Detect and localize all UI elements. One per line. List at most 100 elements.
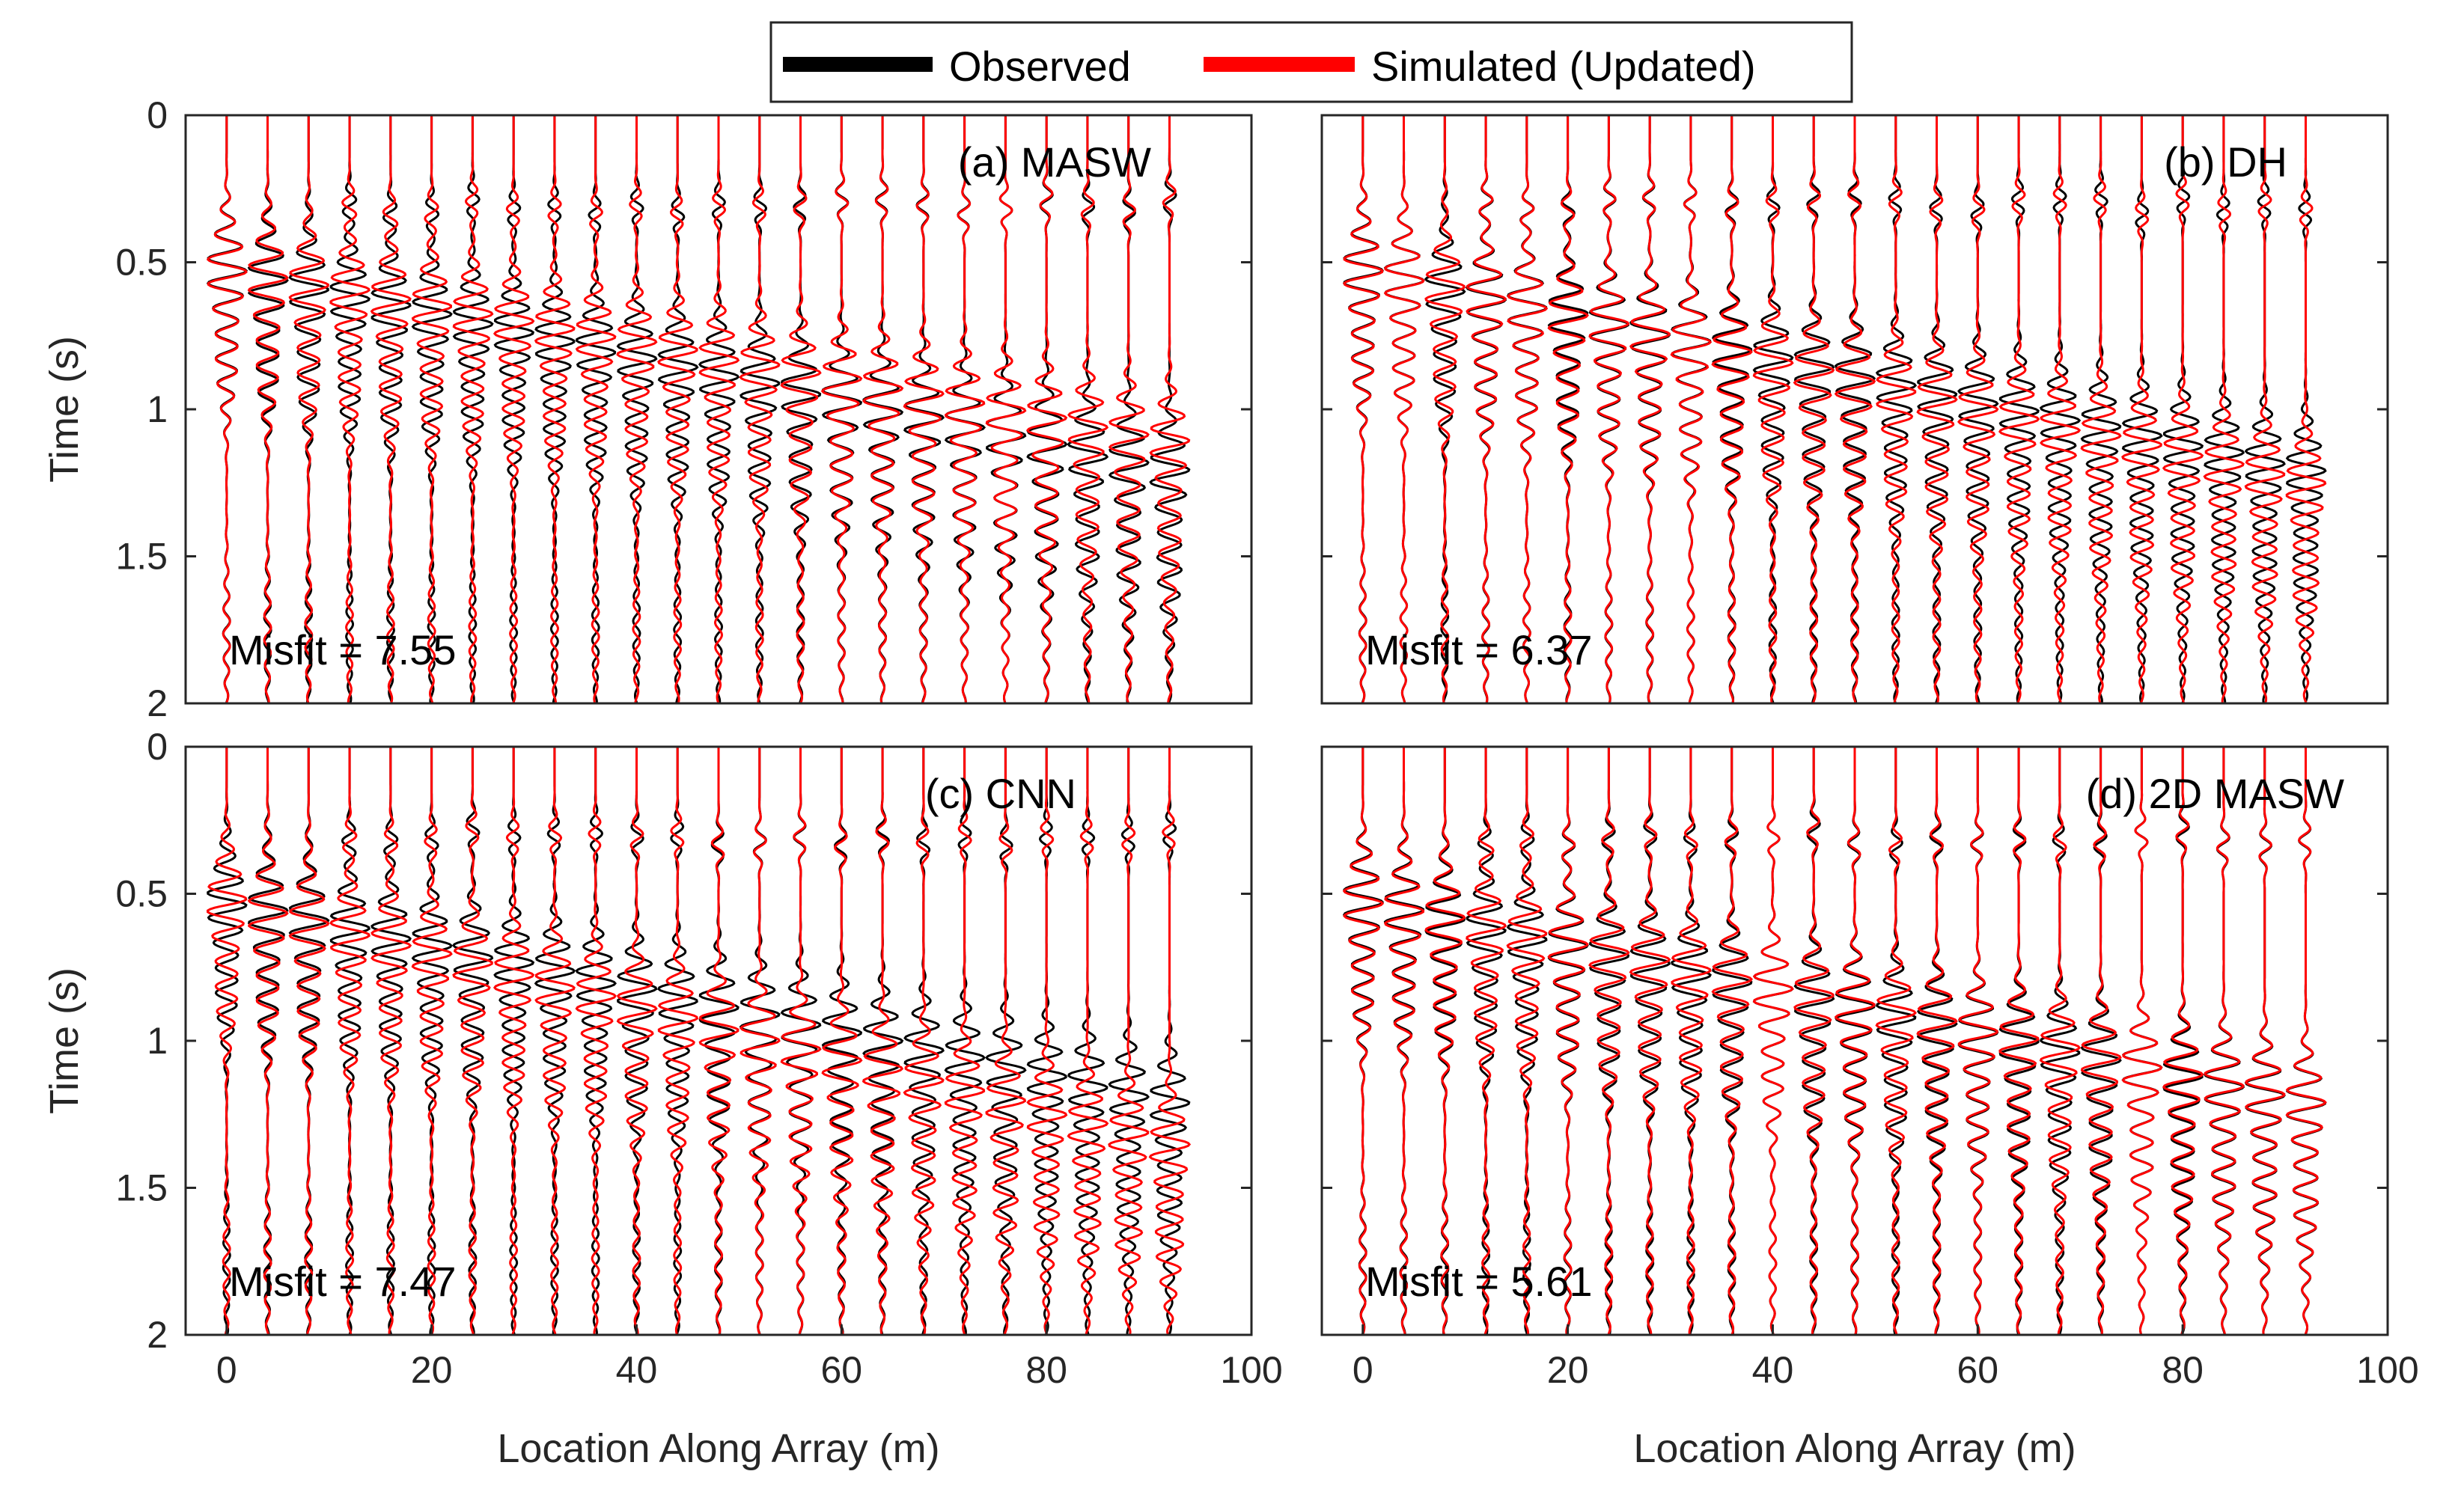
xtick-label: 80 (1025, 1349, 1067, 1391)
ytick-label: 1.5 (115, 536, 168, 578)
xtick-label: 100 (1220, 1349, 1282, 1391)
trace-simulated-80m (1025, 115, 1068, 704)
xtick-label: 60 (820, 1349, 862, 1391)
ytick-label: 0 (147, 94, 168, 136)
trace-simulated-48m (1834, 747, 1876, 1336)
panel-d: 0 20 40 60 80 100 (d) 2D MASW Misfit = 5.61 (1320, 745, 2419, 1391)
trace-observed-44m (657, 747, 698, 1336)
trace-simulated-32m (534, 115, 576, 704)
trace-simulated-12m (329, 115, 370, 704)
trace-observed-20m (1547, 747, 1589, 1336)
trace-simulated-40m (616, 747, 658, 1336)
trace-simulated-60m (821, 747, 863, 1336)
trace-simulated-64m (1998, 115, 2040, 704)
trace-observed-56m (780, 115, 822, 704)
trace-simulated-28m (493, 747, 535, 1336)
trace-simulated-92m (1149, 115, 1191, 703)
trace-simulated-80m (2162, 115, 2204, 704)
trace-simulated-36m (575, 747, 617, 1336)
trace-simulated-68m (903, 115, 945, 704)
trace-observed-80m (1026, 747, 1067, 1336)
trace-observed-60m (821, 747, 863, 1336)
trace-observed-36m (575, 115, 617, 704)
traces-b (1343, 115, 2327, 704)
trace-simulated-44m (657, 115, 698, 704)
trace-simulated-24m (452, 115, 494, 704)
legend: Observed Simulated (Updated) (769, 21, 1853, 103)
trace-simulated-60m (1957, 747, 1998, 1336)
trace-simulated-0m (206, 115, 248, 704)
trace-simulated-4m (247, 115, 289, 703)
trace-observed-44m (1793, 747, 1835, 1336)
trace-simulated-72m (2080, 115, 2122, 704)
trace-simulated-24m (1588, 115, 1630, 704)
trace-observed-68m (2039, 115, 2082, 704)
trace-simulated-4m (247, 747, 289, 1336)
trace-simulated-56m (1916, 747, 1958, 1336)
trace-simulated-16m (1506, 747, 1548, 1336)
trace-observed-32m (534, 115, 576, 704)
trace-observed-4m (1383, 115, 1425, 704)
trace-simulated-36m (575, 115, 617, 704)
trace-simulated-16m (370, 747, 412, 1336)
trace-observed-72m (2080, 747, 2122, 1336)
trace-simulated-20m (411, 115, 452, 704)
trace-observed-28m (493, 747, 535, 1336)
trace-observed-4m (1383, 747, 1425, 1335)
trace-simulated-92m (1148, 747, 1192, 1336)
xlabel-right: Location Along Array (m) (1633, 1426, 2076, 1471)
trace-observed-8m (1424, 115, 1466, 704)
ytick-label: 0.5 (115, 242, 168, 284)
xticks-d: 0 20 40 60 80 100 (1353, 1324, 2419, 1391)
trace-observed-4m (247, 747, 289, 1336)
xlabel-left: Location Along Array (m) (497, 1426, 939, 1471)
trace-simulated-24m (452, 747, 493, 1336)
trace-simulated-64m (862, 115, 904, 704)
trace-simulated-76m (985, 115, 1027, 704)
trace-simulated-20m (1547, 747, 1589, 1336)
trace-observed-84m (2203, 747, 2245, 1336)
trace-observed-32m (1671, 747, 1712, 1336)
trace-simulated-20m (1547, 115, 1589, 704)
ytick-label: 2 (147, 682, 168, 724)
panel-a: 0 0.5 1 1.5 2 (a) MASW Misfit = 7.55 (115, 94, 1253, 724)
ytick-label: 1 (147, 388, 168, 430)
trace-observed-8m (288, 747, 330, 1336)
trace-simulated-12m (1466, 115, 1507, 704)
trace-observed-40m (1752, 115, 1794, 704)
trace-observed-20m (411, 115, 453, 704)
trace-observed-40m (616, 115, 658, 704)
trace-observed-12m (1465, 115, 1507, 704)
ylabel-top: Time (s) (42, 336, 87, 483)
trace-simulated-32m (1670, 115, 1713, 704)
trace-simulated-68m (903, 747, 945, 1336)
trace-observed-36m (575, 747, 617, 1336)
panel-d-misfit: Misfit = 5.61 (1365, 1258, 1592, 1305)
trace-simulated-76m (985, 747, 1027, 1336)
trace-simulated-88m (2244, 115, 2286, 704)
trace-simulated-8m (1424, 747, 1466, 1336)
trace-simulated-16m (1507, 115, 1549, 704)
trace-observed-64m (1998, 115, 2040, 704)
trace-simulated-8m (288, 115, 330, 704)
trace-simulated-32m (534, 747, 576, 1336)
panel-b: (b) DH Misfit = 6.37 (1320, 114, 2389, 705)
trace-observed-16m (370, 747, 412, 1336)
trace-simulated-0m (1342, 747, 1385, 1336)
trace-observed-76m (985, 747, 1027, 1336)
panel-a-title: (a) MASW (958, 138, 1151, 186)
trace-simulated-56m (780, 747, 822, 1336)
trace-simulated-48m (1834, 115, 1876, 704)
panel-d-title: (d) 2D MASW (2086, 770, 2344, 817)
trace-observed-84m (2204, 115, 2245, 704)
traces-d (1342, 747, 2327, 1336)
ytick-label: 1 (147, 1020, 168, 1062)
xtick-label: 0 (1353, 1349, 1373, 1391)
trace-simulated-40m (1752, 747, 1794, 1336)
trace-simulated-52m (739, 747, 781, 1336)
trace-simulated-76m (2121, 115, 2162, 704)
trace-simulated-56m (780, 115, 822, 704)
trace-simulated-44m (657, 747, 699, 1336)
trace-simulated-52m (1876, 115, 1917, 704)
